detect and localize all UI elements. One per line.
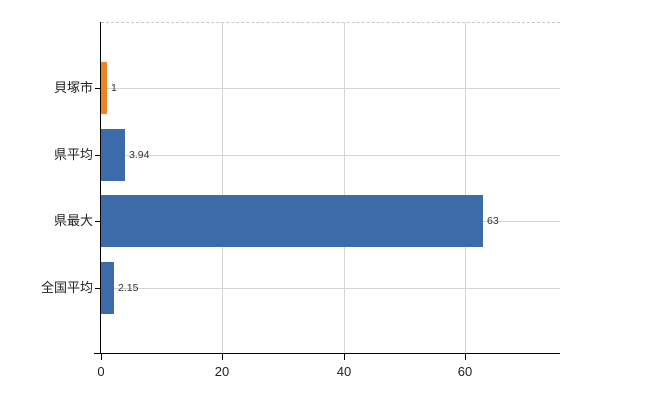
gridline-horizontal xyxy=(101,155,560,156)
x-tick-mark xyxy=(344,353,345,360)
category-label: 県最大 xyxy=(53,213,93,228)
category-label: 貝塚市 xyxy=(53,80,93,95)
y-tick-mark xyxy=(95,88,101,89)
bar-value-label: 1 xyxy=(111,82,117,94)
category-label: 全国平均 xyxy=(40,280,93,295)
y-axis-line xyxy=(100,22,101,354)
gridline-vertical xyxy=(344,22,345,353)
x-tick-mark xyxy=(465,353,466,360)
x-tick-label: 60 xyxy=(457,364,473,379)
bar-貝塚市 xyxy=(101,62,107,114)
gridline-horizontal xyxy=(101,88,560,89)
x-axis-line xyxy=(94,353,560,354)
x-tick-label: 40 xyxy=(336,364,352,379)
category-label: 県平均 xyxy=(53,147,93,162)
y-tick-mark xyxy=(95,288,101,289)
bar-value-label: 3.94 xyxy=(129,149,150,161)
bar-県平均 xyxy=(101,129,125,181)
bar-value-label: 2.15 xyxy=(118,282,139,294)
x-tick-label: 0 xyxy=(97,364,105,379)
bar-全国平均 xyxy=(101,262,114,314)
gridline-vertical xyxy=(222,22,223,353)
x-tick-mark xyxy=(101,353,102,360)
plot-top-border xyxy=(101,22,560,23)
y-tick-mark xyxy=(95,155,101,156)
x-tick-label: 20 xyxy=(214,364,230,379)
y-tick-mark xyxy=(95,221,101,222)
gridline-vertical xyxy=(465,22,466,353)
bar-value-label: 63 xyxy=(487,215,499,227)
x-tick-mark xyxy=(222,353,223,360)
gridline-horizontal xyxy=(101,288,560,289)
bar-県最大 xyxy=(101,195,483,247)
